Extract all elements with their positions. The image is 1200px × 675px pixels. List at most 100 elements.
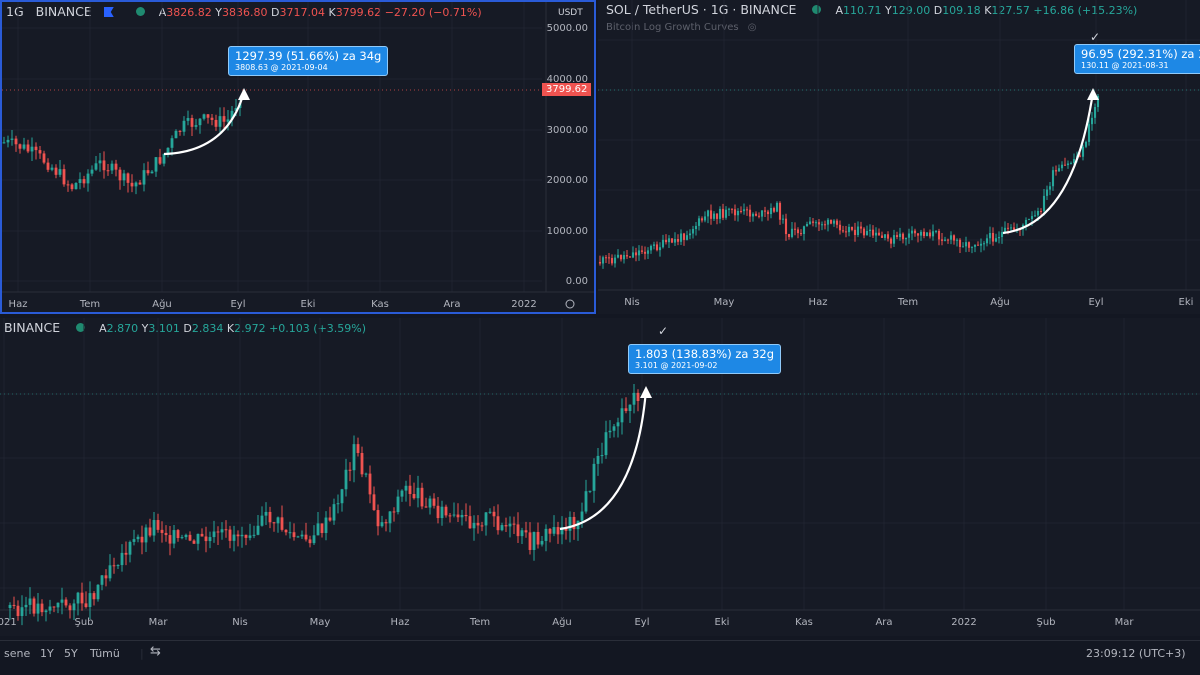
candle	[10, 138, 14, 140]
candle	[847, 226, 851, 233]
candle	[886, 234, 890, 239]
candle	[60, 599, 64, 603]
candle	[140, 536, 144, 543]
candle	[364, 473, 368, 475]
candle	[970, 246, 974, 248]
candle	[208, 537, 212, 542]
candle	[280, 517, 284, 530]
candle	[658, 247, 662, 251]
candle	[392, 511, 396, 513]
ada-chart-pane[interactable]: BINANCE A2.870 Y3.101 D2.834 K2.972 +0.1…	[0, 318, 1200, 636]
candle	[34, 146, 38, 151]
candle	[976, 244, 980, 246]
candle	[126, 173, 130, 183]
market-status-icon	[135, 7, 145, 16]
candle	[544, 528, 548, 541]
candle	[934, 230, 938, 232]
candle	[228, 529, 232, 541]
candle	[814, 222, 818, 224]
candle	[328, 517, 332, 521]
candle	[943, 239, 947, 241]
candle	[670, 238, 674, 243]
range-button-1y[interactable]: 1Y	[40, 647, 54, 660]
ada-measure-callout[interactable]: 1.803 (138.83%) za 32g 3.101 @ 2021-09-0…	[628, 344, 782, 374]
candle	[120, 552, 124, 566]
candle	[88, 593, 92, 608]
candle	[572, 516, 576, 530]
clock-display[interactable]: 23:09:12 (UTC+3)	[1086, 647, 1186, 660]
x-tick-label: Eki	[1179, 297, 1194, 308]
market-status-icon	[812, 5, 822, 14]
sol-measure-callout[interactable]: 96.95 (292.31%) za 30 130.11 @ 2021-08-3…	[1074, 44, 1200, 74]
candle	[859, 226, 863, 229]
candle	[162, 153, 166, 164]
candle	[820, 224, 824, 226]
x-tick-label: Ara	[875, 617, 892, 628]
sol-chart-pane[interactable]: SOL / TetherUS · 1G · BINANCE A110.71 Y1…	[598, 0, 1200, 314]
candle	[907, 233, 911, 238]
candle	[68, 605, 72, 611]
candle	[1066, 163, 1070, 166]
candle	[356, 444, 360, 453]
candle	[188, 534, 192, 541]
candle	[913, 230, 917, 234]
candle	[236, 534, 240, 537]
candle	[628, 404, 632, 412]
candle	[1090, 117, 1094, 125]
eth-last-price-label: 3799.62	[542, 83, 592, 96]
candle	[428, 498, 432, 508]
candle	[769, 208, 773, 215]
candle	[170, 138, 174, 148]
candle	[964, 242, 968, 247]
measure-arrow	[559, 389, 648, 531]
eye-hidden-icon[interactable]: ◎	[747, 22, 757, 33]
candle	[1060, 164, 1064, 169]
eth-chart-pane[interactable]: 1G BINANCE A3826.82 Y3836.80 D3717.04 K3…	[0, 0, 596, 314]
candle	[528, 532, 532, 550]
candle	[718, 208, 722, 219]
sol-indicator-label[interactable]: Bitcoin Log Growth Curves ◎	[606, 22, 757, 33]
x-tick-label: Ara	[443, 299, 460, 310]
flag-icon[interactable]	[103, 7, 114, 17]
arrow-head	[238, 88, 250, 100]
candle	[384, 522, 388, 524]
candle	[880, 235, 884, 238]
y-tick-label: 5000.00	[547, 23, 588, 34]
candle	[904, 237, 908, 240]
candle	[18, 144, 22, 149]
x-tick-label: Haz	[9, 299, 28, 310]
candle	[204, 536, 208, 542]
candle	[404, 485, 408, 491]
candle	[955, 239, 959, 241]
candle	[74, 182, 78, 190]
candle	[1087, 124, 1091, 142]
candle	[610, 258, 614, 264]
eth-measure-callout[interactable]: 1297.39 (51.66%) za 34g 3808.63 @ 2021-0…	[228, 46, 389, 76]
candle	[468, 516, 472, 529]
candle	[136, 536, 140, 540]
date-range-icon[interactable]: ⇆	[150, 644, 161, 659]
candle	[667, 238, 671, 243]
candle	[973, 244, 977, 247]
candle	[448, 515, 452, 517]
range-button-all[interactable]: Tümü	[90, 647, 120, 660]
range-button-5y[interactable]: 5Y	[64, 647, 78, 660]
candle	[316, 523, 320, 536]
candle	[64, 599, 68, 606]
candle	[676, 238, 680, 242]
bottom-toolbar: sene 1Y 5Y Tümü | ⇆ 23:09:12 (UTC+3)	[0, 640, 1200, 675]
range-button-partial[interactable]: sene	[4, 647, 31, 660]
candle	[220, 529, 224, 533]
candle	[628, 256, 632, 258]
market-status-icon	[76, 323, 86, 332]
candle	[128, 541, 132, 555]
candle	[548, 528, 552, 534]
ada-ohlc: A2.870 Y3.101 D2.834 K2.972 +0.103 (+3.5…	[99, 322, 367, 335]
candle	[28, 598, 32, 605]
candle	[1078, 155, 1082, 157]
candle	[967, 242, 971, 248]
candle	[588, 490, 592, 492]
candle	[146, 170, 150, 174]
candle	[380, 522, 384, 527]
x-tick-label: Şub	[74, 617, 93, 628]
